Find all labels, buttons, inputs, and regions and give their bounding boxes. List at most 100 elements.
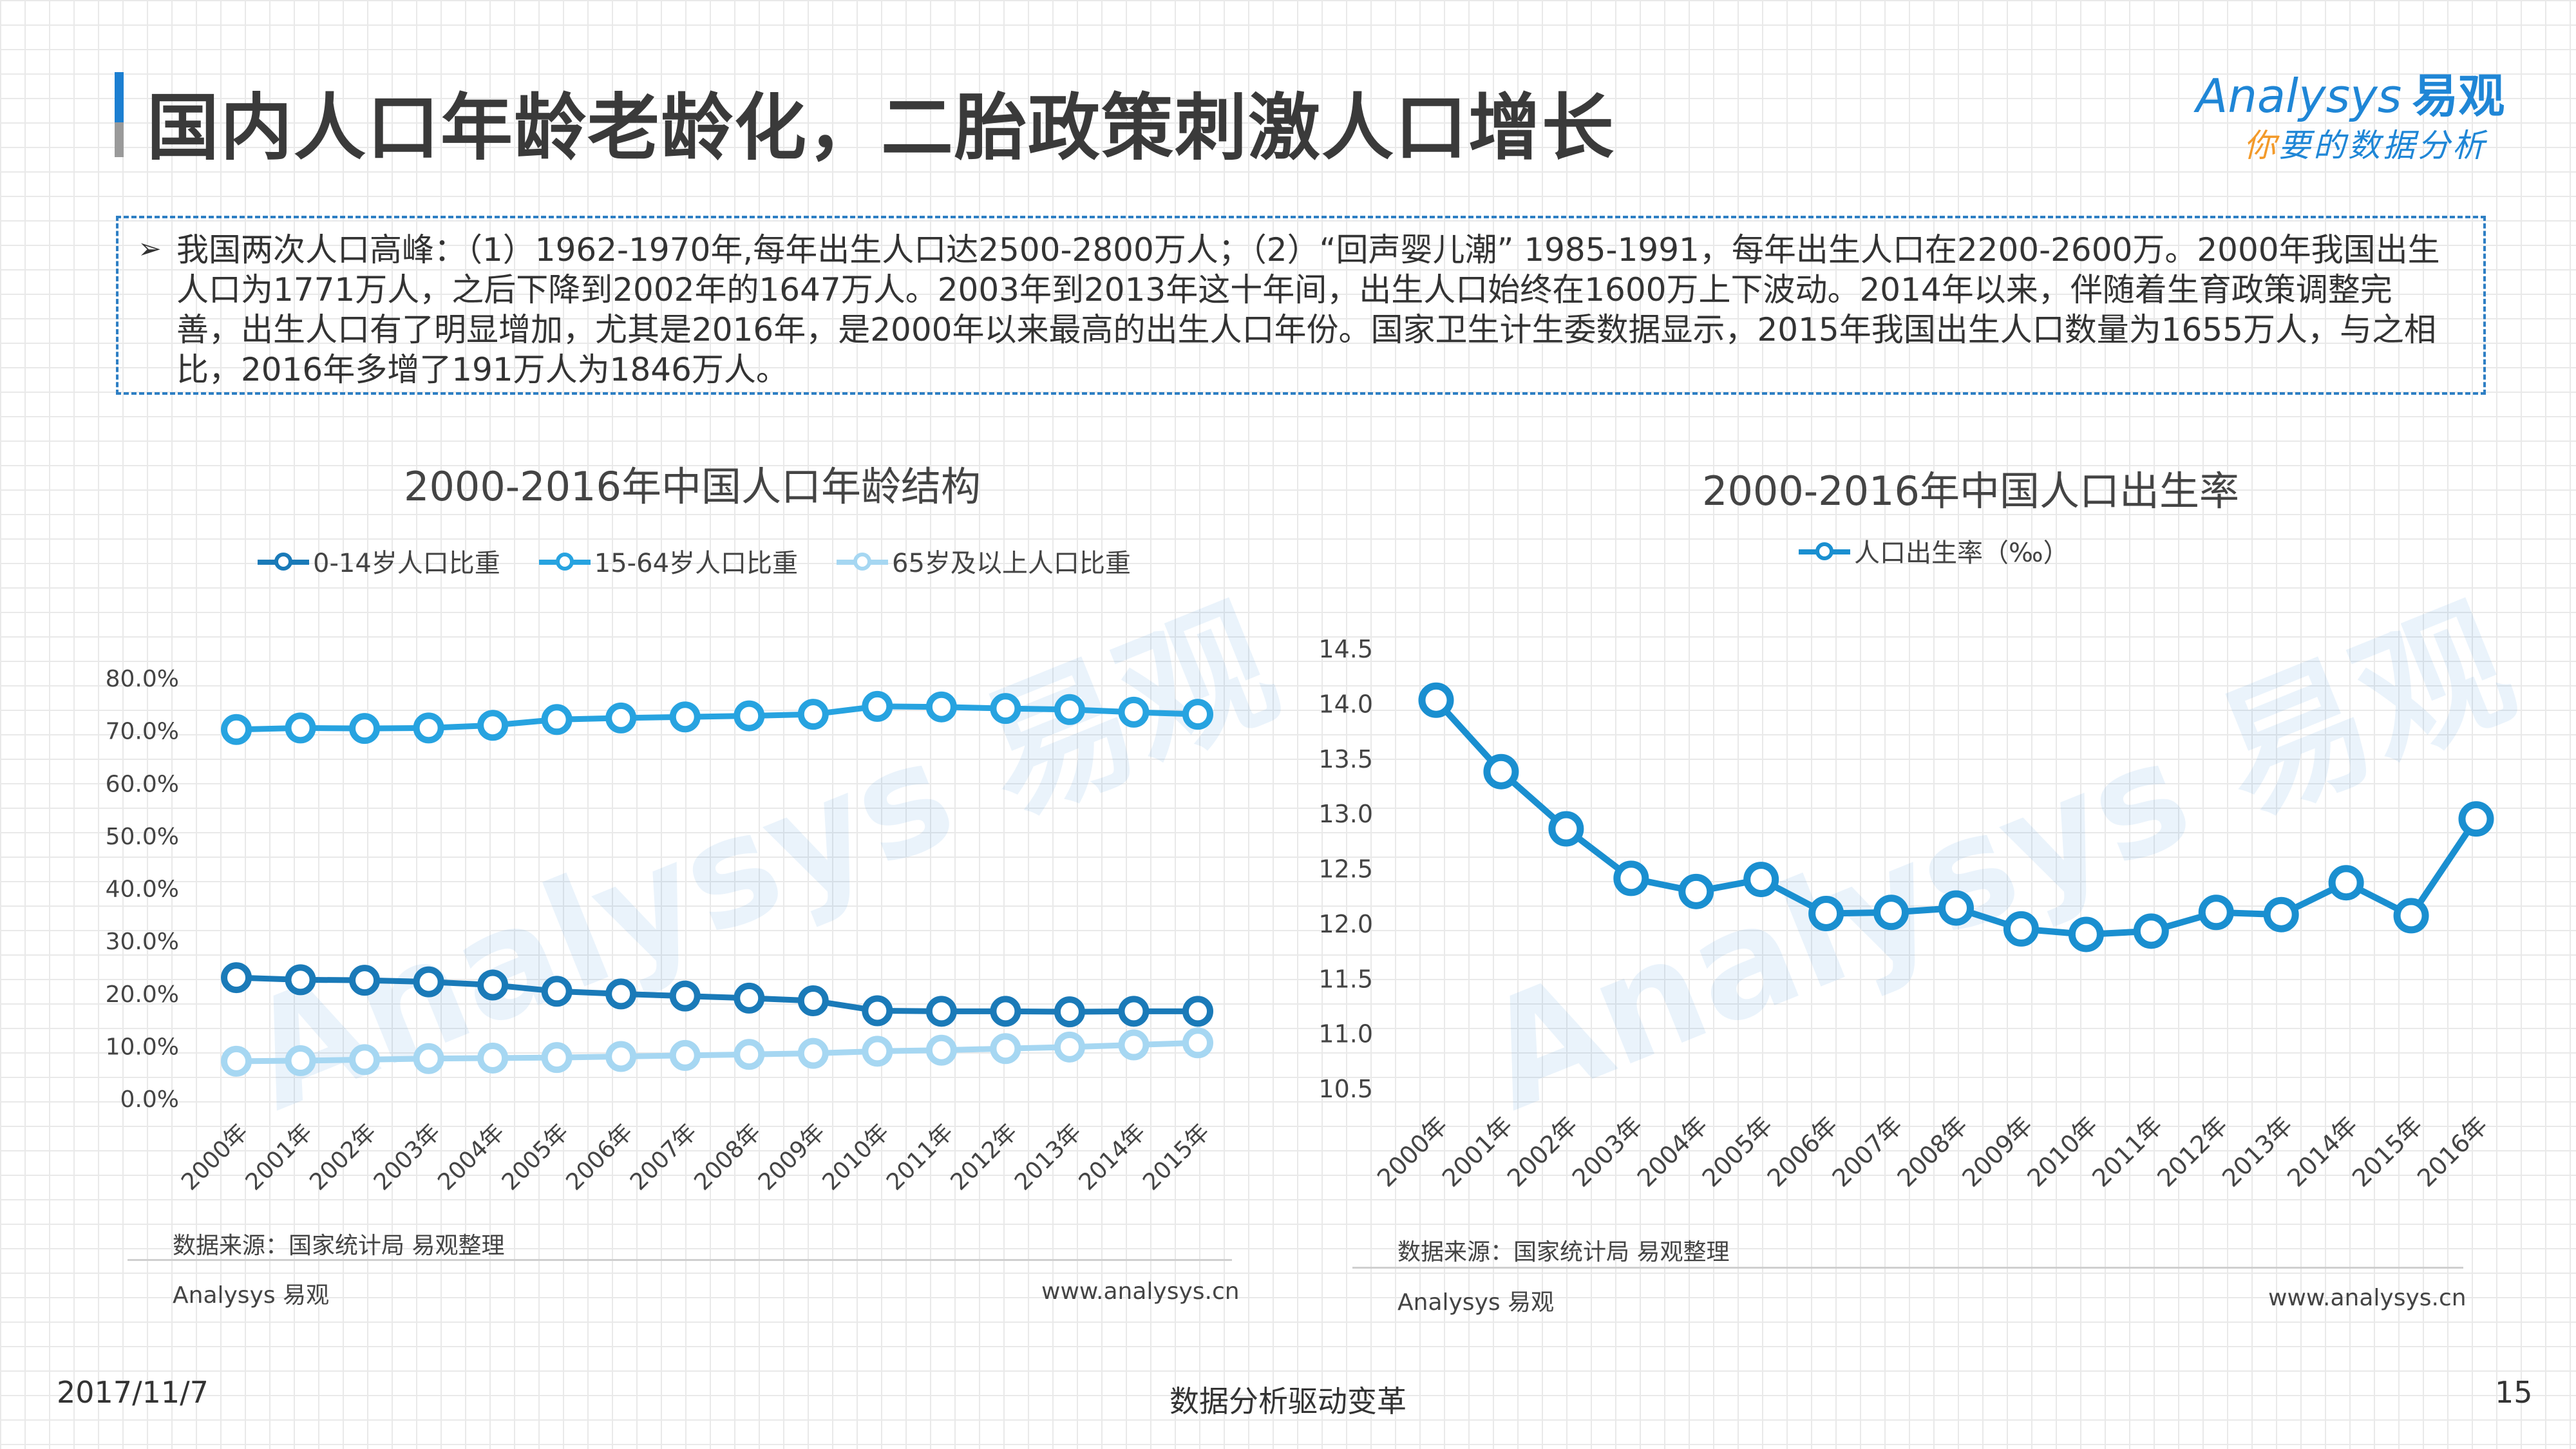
chart-title-birth-rate: 2000-2016年中国人口出生率 — [1702, 468, 2239, 515]
data-point — [221, 1045, 252, 1077]
footer-tagline: 数据分析驱动变革 — [1170, 1384, 1406, 1419]
data-point — [1054, 1031, 1085, 1063]
data-point — [2133, 913, 2169, 949]
data-point — [925, 1034, 957, 1066]
y-tick-label: 13.0 — [1318, 800, 1373, 828]
data-point — [477, 969, 509, 1001]
data-point — [221, 962, 252, 994]
x-tick-label: 2004年 — [1632, 1111, 1713, 1192]
data-point — [285, 712, 316, 744]
legend-label: 0-14岁人口比重 — [313, 549, 500, 578]
y-tick-label: 30.0% — [106, 929, 179, 955]
data-point — [605, 1041, 637, 1072]
data-point — [734, 700, 765, 732]
chart-legend-age-structure: 0-14岁人口比重 15-64岁人口比重 65岁及以上人口比重 — [258, 542, 1170, 580]
data-point — [285, 1045, 316, 1077]
data-point — [2328, 865, 2364, 901]
data-point — [1118, 696, 1150, 728]
data-point — [1938, 890, 1974, 926]
x-tick-label: 2002年 — [1502, 1111, 1583, 1192]
y-tick-label: 20.0% — [106, 981, 179, 1008]
logo-cn: 易观 — [2412, 69, 2505, 123]
data-point — [669, 980, 701, 1012]
data-point — [990, 1033, 1021, 1065]
data-point — [990, 996, 1021, 1027]
x-tick-label: 2014年 — [2282, 1111, 2363, 1192]
x-tick-label: 2000年 — [1372, 1111, 1453, 1192]
y-tick-label: 14.0 — [1318, 690, 1373, 718]
data-point — [1118, 996, 1150, 1027]
data-point — [349, 713, 381, 744]
y-tick-label: 10.0% — [106, 1034, 179, 1060]
logo-brand-name: nalysys — [2228, 69, 2402, 123]
data-point — [797, 985, 829, 1016]
data-point — [1678, 873, 1714, 909]
y-tick-label: 60.0% — [106, 771, 179, 797]
data-point — [1873, 895, 1909, 931]
chart-source-age-structure: 数据来源：国家统计局 易观整理 — [173, 1233, 505, 1259]
legend-label: 15-64岁人口比重 — [594, 549, 799, 578]
x-tick-label: 2006年 — [1762, 1111, 1843, 1192]
y-tick-label: 14.5 — [1318, 635, 1373, 663]
chart-title-age-structure: 2000-2016年中国人口年龄结构 — [404, 463, 981, 510]
data-point — [2003, 911, 2039, 947]
data-point — [605, 978, 637, 1010]
data-point — [1548, 811, 1584, 847]
data-point — [2068, 916, 2104, 952]
x-tick-label: 2013年 — [2217, 1111, 2298, 1192]
y-tick-label: 11.5 — [1318, 965, 1373, 993]
y-tick-label: 13.5 — [1318, 745, 1373, 773]
data-point — [1118, 1029, 1150, 1061]
data-point — [862, 1036, 893, 1067]
y-tick-label: 10.5 — [1318, 1075, 1373, 1103]
x-tick-label: 2008年 — [1891, 1111, 1973, 1192]
data-point — [541, 704, 573, 735]
data-point — [477, 710, 509, 741]
legend-item: 人口出生率（‰） — [1799, 532, 2069, 569]
y-tick-label: 70.0% — [106, 719, 179, 745]
y-tick-label: 12.5 — [1318, 855, 1373, 884]
data-point — [1182, 1027, 1213, 1059]
data-point — [541, 976, 573, 1007]
logo-brand-initial: A — [2196, 69, 2228, 123]
data-point — [2393, 898, 2429, 934]
series-line — [236, 974, 1198, 1015]
data-point — [2198, 895, 2234, 931]
x-tick-label: 2012年 — [2152, 1111, 2233, 1192]
data-point — [1054, 694, 1085, 725]
data-point — [2263, 896, 2299, 933]
title-accent-bar-gray — [115, 122, 124, 157]
bullet-arrow-icon: ➢ — [138, 232, 162, 265]
data-point — [1613, 860, 1649, 896]
chart-legend-birth-rate: 人口出生率（‰） — [1799, 532, 2108, 569]
legend-item: 65岁及以上人口比重 — [837, 542, 1131, 580]
chart-footer-right-birth-rate[interactable]: www.analysys.cn — [2268, 1285, 2467, 1311]
data-point — [285, 964, 316, 996]
data-point — [669, 701, 701, 733]
data-point — [925, 996, 957, 1027]
data-point — [669, 1039, 701, 1071]
x-tick-label: 2009年 — [1956, 1111, 2038, 1192]
y-tick-label: 50.0% — [106, 824, 179, 850]
data-point — [605, 702, 637, 734]
data-point — [2458, 801, 2494, 837]
data-point — [477, 1042, 509, 1074]
x-tick-label: 2003年 — [1567, 1111, 1648, 1192]
data-point — [221, 714, 252, 745]
logo-slogan-rest: 要的数据分析 — [2278, 127, 2487, 164]
y-tick-label: 12.0 — [1318, 910, 1373, 938]
page-number: 15 — [2495, 1375, 2533, 1410]
footer-date: 2017/11/7 — [57, 1375, 209, 1410]
chart-footer-left-age-structure: Analysys 易观 — [173, 1282, 330, 1309]
data-point — [734, 982, 765, 1014]
data-point — [349, 965, 381, 996]
chart-footer-right-age-structure[interactable]: www.analysys.cn — [1041, 1278, 1240, 1305]
logo-slogan: 你要的数据分析 — [2244, 120, 2487, 166]
data-point — [413, 712, 444, 744]
y-tick-label: 80.0% — [106, 666, 179, 692]
data-point — [1418, 682, 1454, 718]
data-point — [1808, 896, 1844, 932]
x-tick-label: 2007年 — [1827, 1111, 1908, 1192]
